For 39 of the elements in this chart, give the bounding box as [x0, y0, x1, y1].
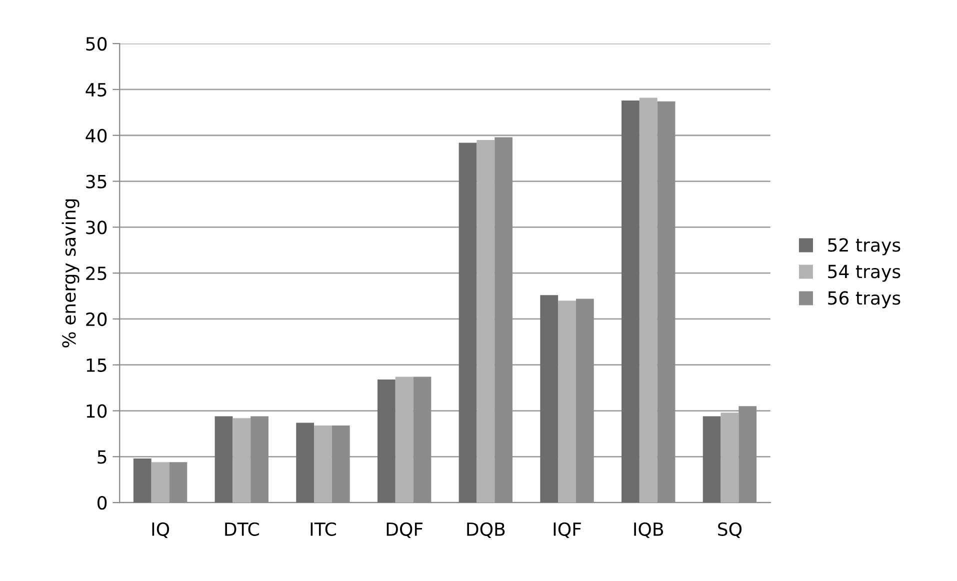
y-tick-label: 0: [98, 496, 107, 510]
bar: [314, 425, 332, 503]
y-tick-label: 35: [86, 174, 106, 188]
legend-label: 54 trays: [828, 264, 900, 282]
y-tick-label: 15: [86, 358, 106, 372]
y-tick-label: 30: [86, 220, 107, 234]
x-tick-label: IQ: [152, 522, 170, 538]
bar: [296, 422, 314, 503]
y-tick-label: 50: [86, 37, 107, 51]
bar: [395, 376, 414, 503]
x-tick-label: IQF: [554, 522, 581, 538]
x-tick-label: DQB: [467, 522, 505, 538]
bar: [476, 140, 495, 503]
bar: [558, 300, 576, 503]
bar: [720, 412, 739, 503]
bar: [639, 98, 658, 503]
bar: [214, 416, 233, 503]
bar: [133, 458, 152, 503]
y-axis-title: % energy saving: [62, 199, 80, 348]
bar: [702, 416, 721, 503]
bar: [232, 418, 251, 503]
bar: [377, 380, 396, 503]
x-tick-label: IQB: [634, 522, 664, 538]
y-tick-label: 10: [86, 404, 107, 418]
legend-label: 52 trays: [828, 238, 900, 256]
x-tick-label: DQF: [386, 522, 423, 538]
x-tick-label: ITC: [310, 522, 336, 536]
x-tick-label: SQ: [718, 522, 742, 538]
x-tick-label: DTC: [225, 522, 259, 536]
y-tick-label: 5: [98, 450, 106, 464]
y-tick-label: 40: [86, 128, 107, 142]
y-tick-label: 20: [86, 312, 107, 326]
bar: [540, 295, 558, 503]
bar: [622, 100, 640, 503]
y-tick-label: 25: [86, 266, 106, 280]
legend-label: 56 trays: [828, 291, 900, 308]
bar: [151, 462, 170, 503]
y-tick-label: 45: [86, 83, 106, 97]
bar: [458, 142, 477, 503]
